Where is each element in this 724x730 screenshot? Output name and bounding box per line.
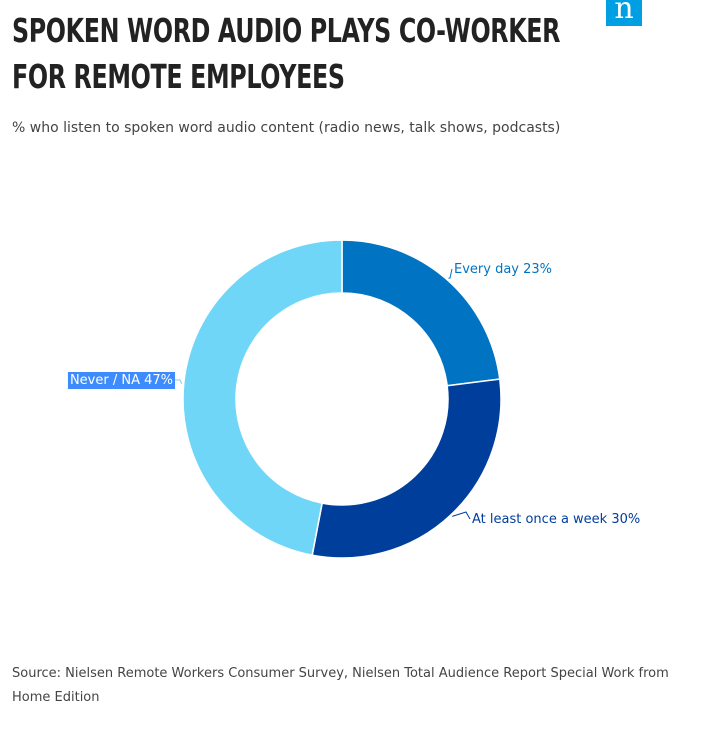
leader-line-0 [448, 268, 453, 279]
nielsen-logo-letter: n [614, 0, 634, 26]
slice-labels: Every day 23% At least once a week 30% Nev… [67, 262, 640, 527]
page-title: SPOKEN WORD AUDIO PLAYS CO-WORKER FOR RE… [12, 8, 560, 100]
donut-slices [182, 239, 502, 559]
label-highlight [67, 372, 175, 389]
donut-slice-2 [182, 239, 343, 557]
leader-line-1 [452, 511, 471, 520]
page-title-text: SPOKEN WORD AUDIO PLAYS CO-WORKER FOR RE… [12, 11, 561, 96]
slice-label-2: Never / NA 47% [70, 373, 173, 388]
source-note: Source: Nielsen Remote Workers Consumer … [12, 666, 669, 705]
donut-chart: Every day 23% At least once a week 30% Nev… [67, 239, 640, 559]
chart-subtitle: % who listen to spoken word audio conten… [12, 120, 561, 136]
leader-line-2 [175, 379, 183, 385]
label-leader-lines [175, 268, 471, 520]
slice-label-1: At least once a week 30% [472, 512, 640, 527]
nielsen-logo: n [606, 0, 642, 26]
donut-slice-1 [311, 378, 502, 559]
slice-label-0: Every day 23% [454, 262, 552, 277]
